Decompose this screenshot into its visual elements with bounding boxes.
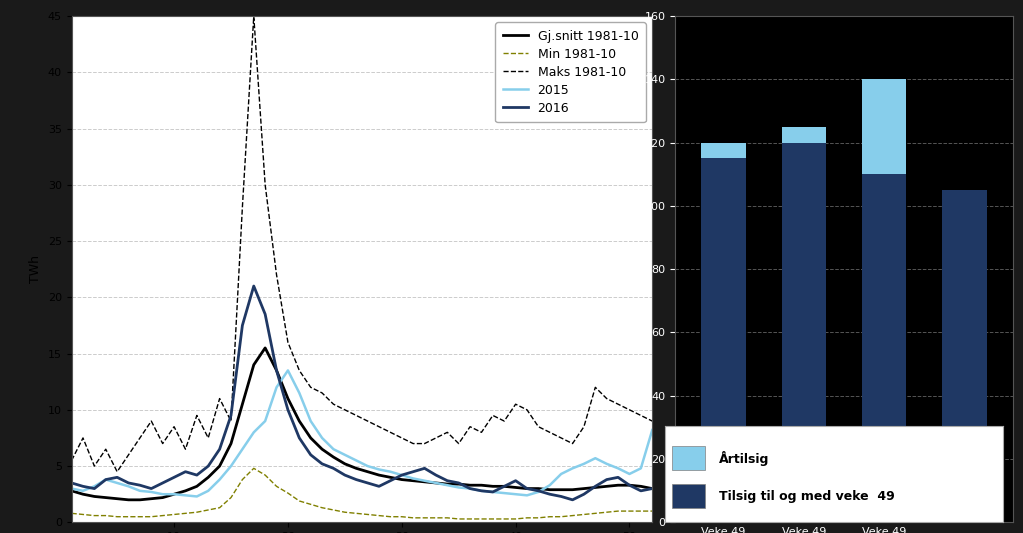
Gj.snitt 1981-10 <box>259 345 271 351</box>
Text: Tilsig til og med veke  49: Tilsig til og med veke 49 <box>719 490 895 503</box>
Gj.snitt 1981-10 <box>123 497 135 503</box>
2016 <box>452 480 464 486</box>
Gj.snitt 1981-10 <box>65 488 78 494</box>
2016 <box>65 480 78 486</box>
2016 <box>281 407 294 413</box>
Bar <box>702 142 746 158</box>
Line: Gj.snitt 1981-10: Gj.snitt 1981-10 <box>72 348 653 500</box>
Line: 2015: 2015 <box>72 370 653 496</box>
Bar <box>672 446 706 470</box>
Min 1981-10 <box>248 465 260 472</box>
Bar <box>782 142 826 522</box>
2015 <box>112 480 124 486</box>
Bar <box>862 174 906 522</box>
2016 <box>567 497 579 503</box>
Maks 1981-10 <box>123 451 135 458</box>
Min 1981-10 <box>464 516 477 522</box>
Maks 1981-10 <box>294 367 306 374</box>
2015 <box>464 486 477 492</box>
Text: Årtilsig: Årtilsig <box>719 450 769 465</box>
Gj.snitt 1981-10 <box>464 482 477 488</box>
Gj.snitt 1981-10 <box>647 486 659 492</box>
2015 <box>647 427 659 433</box>
Line: 2016: 2016 <box>72 286 653 500</box>
Maks 1981-10 <box>112 469 124 475</box>
2016 <box>385 478 397 484</box>
Gj.snitt 1981-10 <box>294 418 306 424</box>
Gj.snitt 1981-10 <box>112 496 124 502</box>
2015 <box>361 463 373 469</box>
Gj.snitt 1981-10 <box>396 477 408 483</box>
2015 <box>190 493 203 499</box>
2015 <box>281 367 294 374</box>
Maks 1981-10 <box>361 418 373 424</box>
2015 <box>294 390 306 396</box>
Min 1981-10 <box>452 516 464 522</box>
Line: Maks 1981-10: Maks 1981-10 <box>72 16 653 472</box>
Gj.snitt 1981-10 <box>361 469 373 475</box>
Bar <box>862 79 906 174</box>
Maks 1981-10 <box>441 429 453 435</box>
Min 1981-10 <box>385 513 397 520</box>
Min 1981-10 <box>281 490 294 496</box>
Bar <box>942 190 986 522</box>
Y-axis label: TWh: TWh <box>30 255 42 283</box>
Min 1981-10 <box>430 515 442 521</box>
2016 <box>112 474 124 481</box>
Maks 1981-10 <box>396 435 408 441</box>
Legend: Gj.snitt 1981-10, Min 1981-10, Maks 1981-10, 2015, 2016: Gj.snitt 1981-10, Min 1981-10, Maks 1981… <box>495 22 646 122</box>
Maks 1981-10 <box>464 424 477 430</box>
2016 <box>430 472 442 478</box>
Maks 1981-10 <box>248 13 260 19</box>
Maks 1981-10 <box>65 457 78 464</box>
Gj.snitt 1981-10 <box>441 481 453 487</box>
2016 <box>647 486 659 492</box>
Bar <box>702 158 746 522</box>
Min 1981-10 <box>350 510 362 516</box>
2015 <box>65 486 78 492</box>
2016 <box>248 283 260 289</box>
Maks 1981-10 <box>647 418 659 424</box>
Min 1981-10 <box>65 510 78 516</box>
Bar <box>672 484 706 508</box>
Min 1981-10 <box>112 513 124 520</box>
2015 <box>441 482 453 488</box>
Min 1981-10 <box>647 508 659 514</box>
Bar <box>782 127 826 142</box>
2016 <box>350 477 362 483</box>
Line: Min 1981-10: Min 1981-10 <box>72 469 653 519</box>
2015 <box>396 472 408 478</box>
